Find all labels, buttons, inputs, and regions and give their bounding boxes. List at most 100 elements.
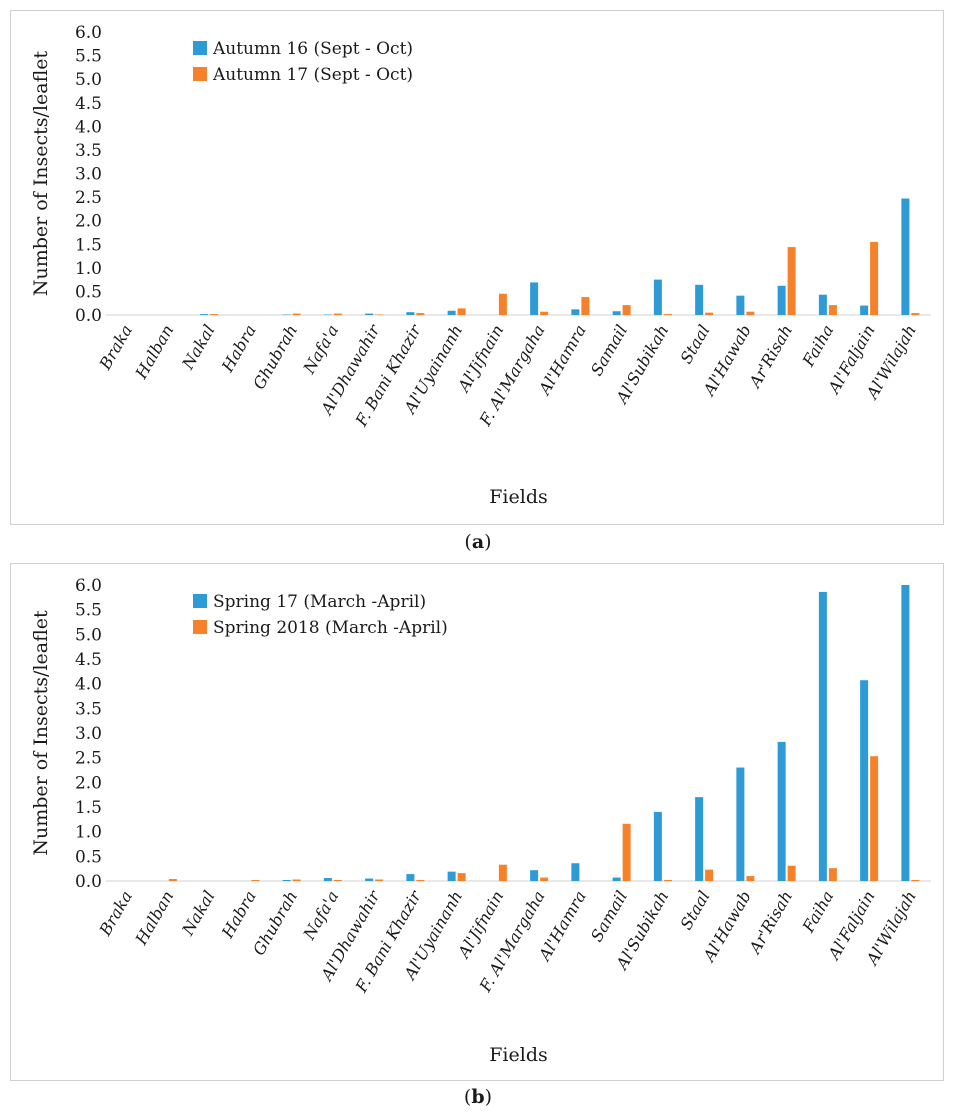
bar-series2 [210, 314, 219, 315]
caption-a-label: a [471, 531, 485, 553]
legend-swatch [193, 67, 207, 81]
y-tick-label: 4.0 [75, 117, 102, 137]
bar-series2 [333, 313, 342, 315]
x-category-label: Braka [95, 322, 136, 374]
bar-series2 [333, 880, 342, 881]
y-tick-label: 4.0 [75, 675, 102, 695]
y-tick-label: 6.0 [75, 23, 102, 43]
x-category-label: Staal [676, 322, 713, 368]
bar-series1 [571, 309, 580, 315]
y-tick-label: 6.0 [75, 576, 102, 596]
bar-series2 [828, 305, 837, 315]
bar-chart-b: 0.0 0.5 1.0 1.5 2.0 2.5 3.0 3.5 4.0 4.5 5.0 5.5 6.0 B… [30, 576, 931, 1066]
bar-series2 [663, 880, 672, 881]
y-tick-label: 0.0 [75, 872, 102, 892]
caption-a: (a) [464, 531, 492, 553]
bar-series2 [375, 879, 384, 881]
x-category-label: Samail [587, 888, 631, 946]
bar-series1 [777, 285, 786, 315]
y-tick-label: 2.0 [75, 773, 102, 793]
bar-series1 [695, 284, 704, 315]
bar-series1 [612, 311, 621, 315]
x-category-label: Halban [131, 888, 177, 949]
legend-swatch [193, 594, 207, 608]
bar-series2 [663, 314, 672, 315]
bar-series2 [540, 311, 549, 315]
y-tick-label: 0.0 [75, 306, 102, 326]
x-category-label: Faiha [798, 322, 837, 371]
bar-series1 [406, 312, 415, 315]
y-tick-label: 4.5 [75, 650, 102, 670]
x-category-label: Nakal [178, 322, 219, 374]
bar-series1 [860, 680, 869, 881]
bar-series2 [787, 247, 796, 315]
y-tick-label: 5.0 [75, 625, 102, 645]
bar-series2 [292, 313, 301, 315]
y-axis-title: Number of Insects/leaflet [30, 610, 52, 856]
bar-series2 [746, 311, 755, 315]
bar-series1 [695, 797, 704, 881]
x-category-label: Nakal [178, 888, 219, 940]
bar-series2 [251, 880, 260, 881]
bar-series2 [746, 876, 755, 881]
bar-series2 [168, 879, 177, 881]
bar-series1 [901, 585, 910, 881]
x-category-label: Staal [676, 888, 713, 934]
bar-series1 [447, 310, 456, 315]
bar-series2 [705, 869, 714, 881]
legend-label: Autumn 17 (Sept - Oct) [212, 65, 413, 85]
y-tick-label: 3.0 [75, 165, 102, 185]
x-category-label: Braka [95, 888, 136, 940]
y-tick-label: 5.0 [75, 70, 102, 90]
y-tick-label: 1.5 [75, 235, 102, 255]
caption-b-label: b [471, 1086, 485, 1108]
bar-series1 [365, 878, 374, 881]
x-category-label: Samail [587, 322, 631, 380]
y-tick-label: 2.0 [75, 212, 102, 232]
y-tick-label: 3.5 [75, 141, 102, 161]
chart-panel-a: 0.0 0.5 1.0 1.5 2.0 2.5 3.0 3.5 4.0 4.5 5.0 5.5 6.0 B… [10, 10, 944, 525]
y-tick-label: 2.5 [75, 749, 102, 769]
bar-series2 [622, 823, 631, 881]
bar-series2 [787, 865, 796, 881]
bar-series2 [292, 879, 301, 881]
bar-series2 [870, 756, 879, 881]
y-tick-label: 4.5 [75, 94, 102, 114]
bar-series2 [498, 864, 507, 881]
x-category-label: Nafa'a [299, 322, 342, 378]
y-tick-label: 0.5 [75, 282, 102, 302]
bar-series1 [901, 198, 910, 315]
x-category-label: Halban [131, 322, 177, 383]
legend-label: Spring 17 (March -April) [213, 592, 426, 612]
bar-series1 [777, 741, 786, 881]
bar-series2 [457, 308, 466, 315]
bar-series1 [653, 811, 662, 881]
bar-series1 [365, 313, 374, 315]
bar-series1 [282, 880, 291, 881]
x-category-label: Nafa'a [299, 888, 342, 944]
bar-series2 [870, 241, 879, 315]
bar-series2 [581, 297, 590, 315]
bar-series1 [406, 874, 415, 881]
bar-series2 [911, 880, 920, 881]
bar-series1 [736, 295, 745, 315]
bar-series2 [457, 873, 466, 881]
bar-series1 [818, 294, 827, 315]
bar-series1 [447, 871, 456, 881]
x-category-label: Faiha [798, 888, 837, 937]
bar-series2 [622, 305, 631, 315]
x-category-label: Habra [217, 888, 259, 942]
bar-series1 [612, 877, 621, 881]
y-tick-label: 3.0 [75, 724, 102, 744]
bar-series1 [653, 279, 662, 315]
bar-series1 [200, 314, 209, 315]
y-tick-label: 5.5 [75, 601, 102, 621]
y-tick-label: 1.0 [75, 823, 102, 843]
chart-panel-b: 0.0 0.5 1.0 1.5 2.0 2.5 3.0 3.5 4.0 4.5 5.0 5.5 6.0 B… [10, 563, 944, 1081]
legend-label: Autumn 16 (Sept - Oct) [212, 39, 413, 59]
bar-series2 [540, 877, 549, 881]
bar-series2 [705, 312, 714, 315]
bar-chart-a: 0.0 0.5 1.0 1.5 2.0 2.5 3.0 3.5 4.0 4.5 5.0 5.5 6.0 B… [30, 23, 931, 508]
bar-series1 [818, 591, 827, 881]
x-category-label: Habra [217, 322, 259, 376]
